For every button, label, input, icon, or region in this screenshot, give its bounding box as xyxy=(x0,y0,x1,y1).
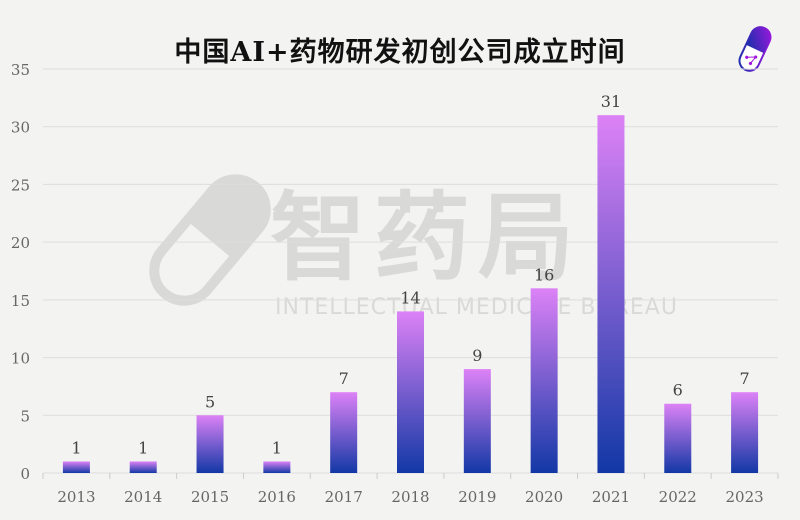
x-tick-label: 2020 xyxy=(525,488,563,506)
bar-2022 xyxy=(664,403,692,473)
data-label: 1 xyxy=(71,438,81,457)
bar-2017 xyxy=(330,392,358,473)
data-label: 14 xyxy=(400,288,420,307)
y-tick-label: 5 xyxy=(20,407,30,425)
bar-2016 xyxy=(263,461,291,473)
chart-title: 中国AI+药物研发初创公司成立时间 xyxy=(174,37,626,68)
bar-2013 xyxy=(62,461,90,473)
bar-2021 xyxy=(597,115,625,474)
x-tick-label: 2017 xyxy=(325,488,363,506)
data-label: 1 xyxy=(138,438,148,457)
bar-2020 xyxy=(530,288,558,473)
y-tick-label: 10 xyxy=(11,350,30,368)
data-label: 9 xyxy=(472,346,482,365)
y-tick-label: 35 xyxy=(11,61,30,79)
data-label: 7 xyxy=(739,369,749,388)
x-tick-label: 2019 xyxy=(458,488,496,506)
x-tick-label: 2016 xyxy=(258,488,296,506)
bar-2023 xyxy=(731,392,759,473)
x-tick-label: 2014 xyxy=(124,488,162,506)
bars xyxy=(62,115,759,474)
x-tick-label: 2015 xyxy=(191,488,229,506)
data-label: 1 xyxy=(272,438,282,457)
data-label: 6 xyxy=(673,381,683,400)
bar-2014 xyxy=(129,461,157,473)
bar-2019 xyxy=(463,369,491,473)
y-tick-label: 15 xyxy=(11,292,30,310)
bar-2018 xyxy=(397,311,424,473)
x-tick-label: 2022 xyxy=(659,488,697,506)
data-label: 31 xyxy=(601,92,621,111)
x-tick-label: 2023 xyxy=(725,488,763,506)
axes-labels: 0 5 10 15 20 25 30 35 1 2013 1 2014 5 2015 1 2016 7 2017 1… xyxy=(11,61,764,506)
y-tick-label: 20 xyxy=(11,234,30,252)
x-tick-label: 2018 xyxy=(391,488,429,506)
x-tick-label: 2013 xyxy=(57,488,95,506)
y-tick-label: 25 xyxy=(11,176,30,194)
x-tick-label: 2021 xyxy=(592,488,630,506)
capsule-logo-icon xyxy=(738,26,772,72)
data-label: 7 xyxy=(339,369,349,388)
data-label: 5 xyxy=(205,392,215,411)
bar-2015 xyxy=(196,415,224,473)
data-label: 16 xyxy=(534,265,554,284)
y-tick-label: 0 xyxy=(20,465,30,483)
y-tick-label: 30 xyxy=(11,119,30,137)
